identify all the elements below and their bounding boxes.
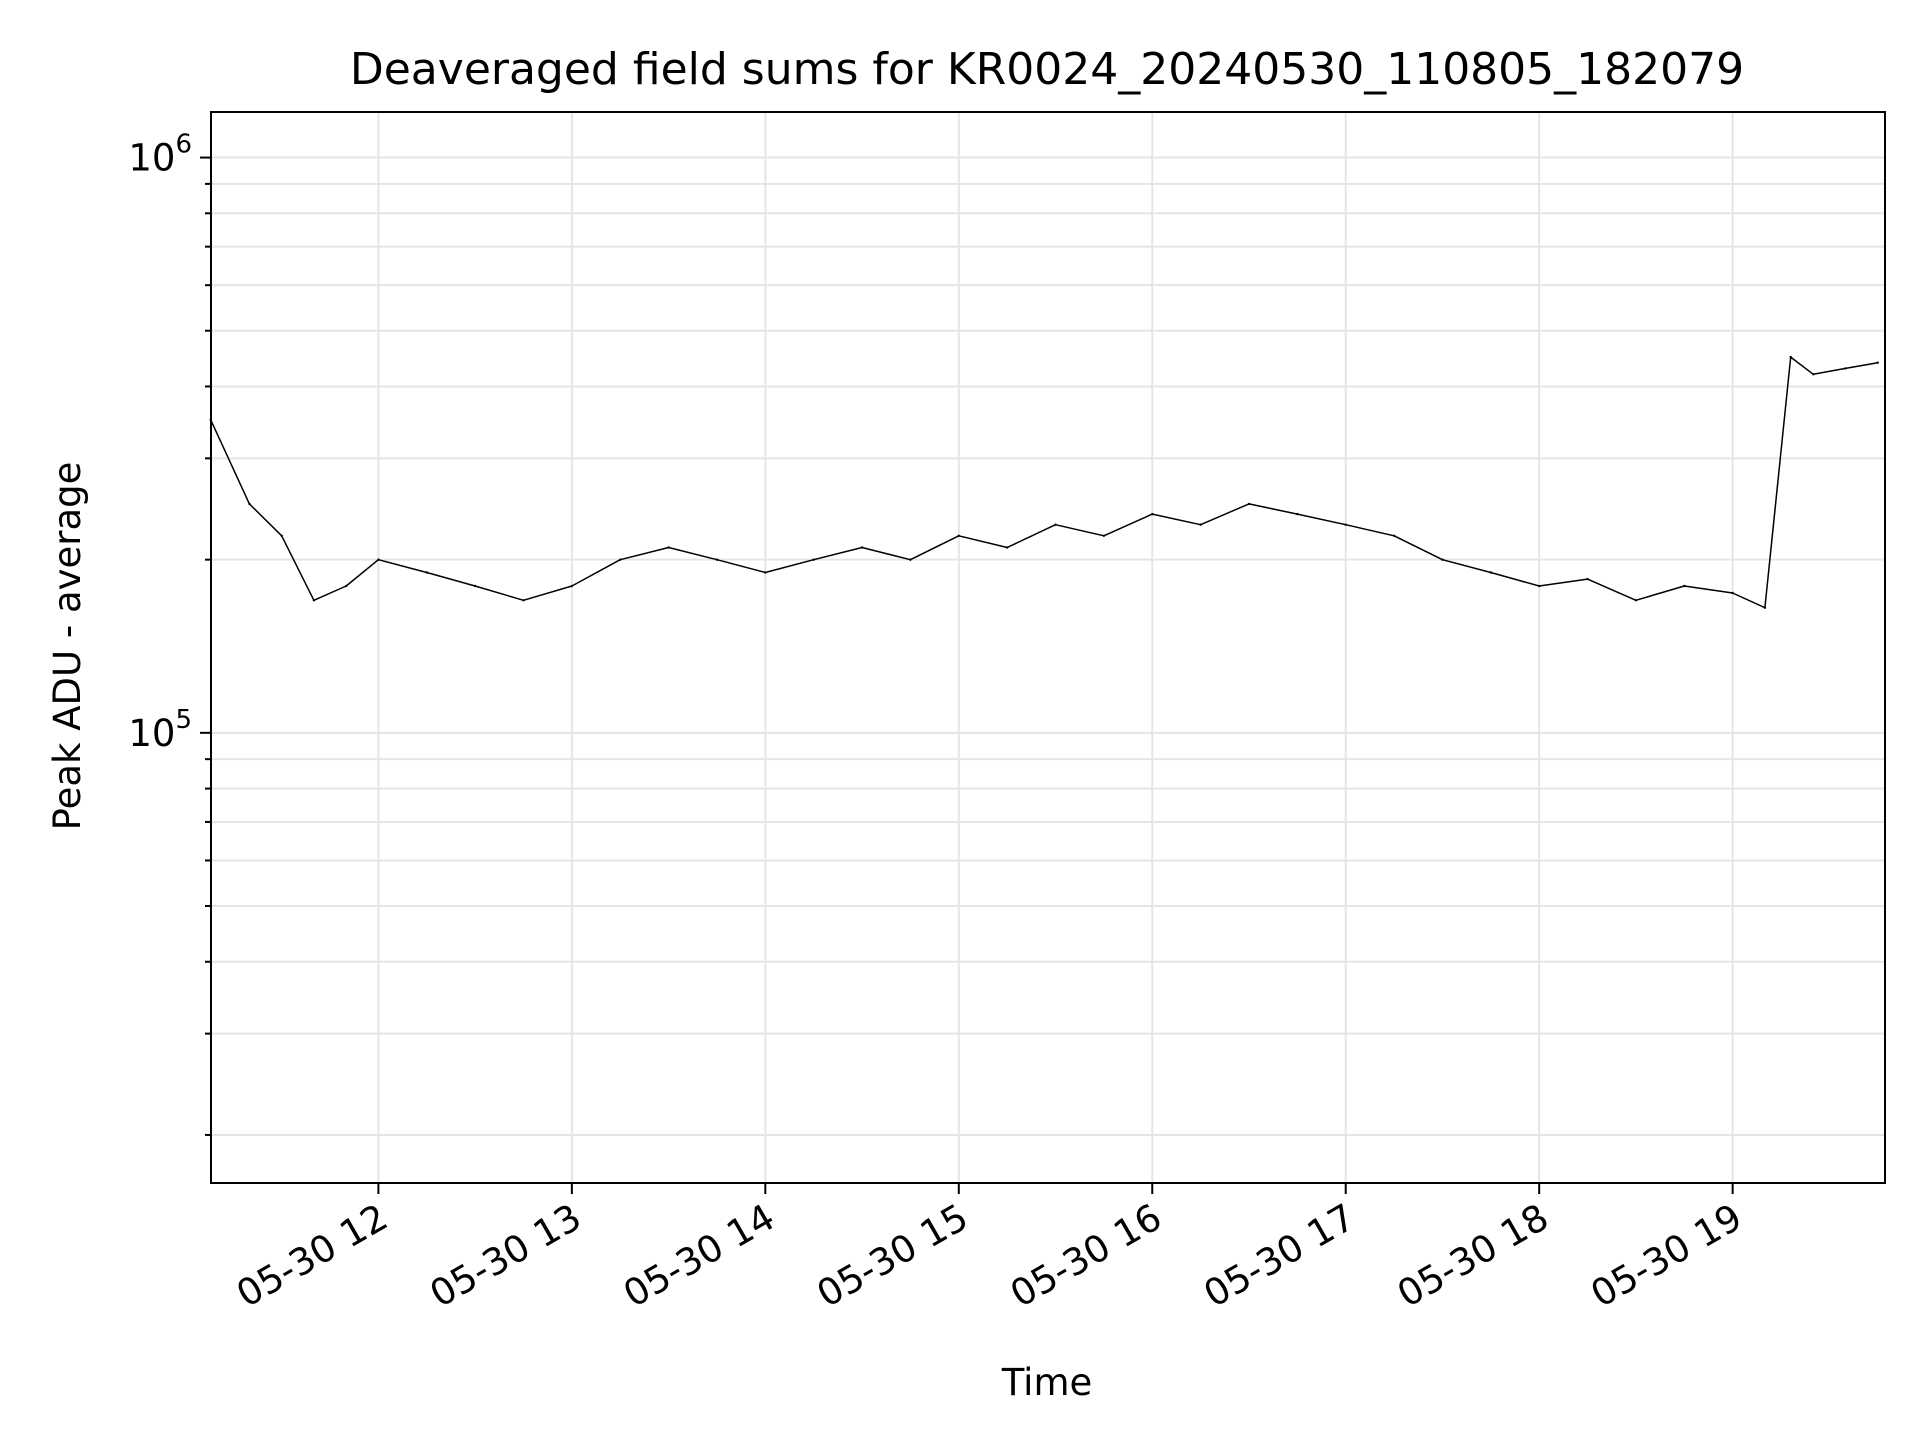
data-point: [280, 534, 283, 537]
data-point: [1731, 591, 1734, 595]
data-point: [1199, 523, 1202, 526]
data-point: [1586, 577, 1589, 581]
data-point: [1489, 571, 1493, 574]
data-point: [715, 558, 719, 561]
data-point: [345, 584, 348, 588]
data-point: [522, 599, 525, 602]
data-point: [860, 546, 864, 549]
plot-frame: [210, 111, 1886, 1184]
data-point: [473, 584, 477, 588]
data-point: [1538, 584, 1541, 588]
data-point: [1006, 546, 1009, 549]
data-layer: [209, 355, 1879, 609]
data-point: [1296, 512, 1299, 516]
data-point: [1151, 512, 1154, 516]
y-tick-base: 10: [128, 712, 175, 755]
data-point: [1247, 502, 1251, 506]
data-point: [377, 558, 380, 561]
data-point: [570, 584, 574, 588]
y-tick-exponent: 6: [175, 130, 192, 160]
data-point: [312, 599, 316, 602]
x-axis-label: Time: [1001, 1361, 1093, 1404]
data-point: [619, 558, 622, 561]
data-point: [909, 558, 912, 561]
data-point: [667, 546, 670, 549]
data-point: [1102, 534, 1106, 537]
data-point: [1763, 606, 1767, 609]
data-point: [425, 571, 428, 574]
data-point: [1683, 584, 1686, 588]
grid: [211, 112, 1885, 1183]
data-point: [1789, 355, 1792, 359]
data-point: [1812, 373, 1815, 376]
data-point: [812, 558, 815, 561]
y-tick-label: 105: [128, 705, 192, 755]
y-tick-label: 106: [128, 130, 192, 180]
y-tick-base: 10: [128, 137, 175, 180]
chart-title: Deaveraged field sums for KR0024_2024053…: [350, 44, 1744, 95]
data-point: [1844, 367, 1847, 370]
y-tick-exponent: 5: [175, 705, 192, 735]
data-point: [1392, 534, 1396, 537]
data-point: [1876, 361, 1879, 364]
data-point: [1054, 523, 1057, 526]
data-point: [957, 534, 960, 537]
y-axis-label: Peak ADU - average: [46, 462, 89, 831]
data-point: [1634, 599, 1638, 602]
data-point: [1344, 523, 1347, 526]
data-point: [248, 502, 251, 506]
data-point: [764, 571, 767, 574]
data-point: [1441, 558, 1444, 561]
